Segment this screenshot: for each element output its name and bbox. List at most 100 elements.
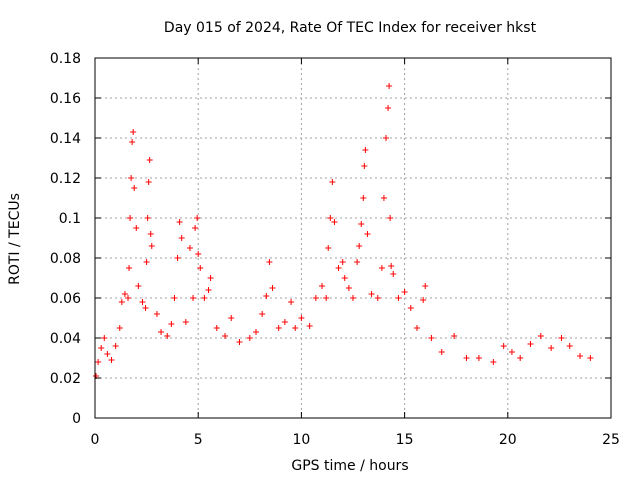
data-point: [145, 179, 152, 185]
grid-lines: [95, 58, 611, 418]
data-point: [380, 195, 387, 201]
data-point: [368, 291, 375, 297]
data-point: [213, 325, 220, 331]
data-point: [108, 357, 115, 363]
data-point: [118, 299, 125, 305]
data-point: [186, 245, 193, 251]
data-point: [422, 283, 429, 289]
data-point: [386, 83, 393, 89]
data-point: [252, 329, 259, 335]
data-point: [360, 195, 367, 201]
data-point: [130, 129, 137, 135]
data-point: [319, 283, 326, 289]
data-point: [374, 295, 381, 301]
data-point: [537, 333, 544, 339]
data-point: [263, 293, 270, 299]
data-point: [500, 343, 507, 349]
data-point: [164, 333, 171, 339]
data-point: [577, 353, 584, 359]
data-point: [259, 311, 266, 317]
data-point: [139, 299, 146, 305]
data-point: [101, 335, 108, 341]
data-point: [401, 289, 408, 295]
data-point: [153, 311, 160, 317]
data-point: [125, 295, 132, 301]
data-point: [127, 215, 134, 221]
data-point: [104, 351, 111, 357]
data-point: [126, 265, 133, 271]
data-point: [587, 355, 594, 361]
data-point: [205, 287, 212, 293]
data-point: [517, 355, 524, 361]
data-point: [451, 333, 458, 339]
data-point: [182, 319, 189, 325]
data-point: [275, 325, 282, 331]
x-tick-label: 5: [194, 432, 203, 448]
y-tick-label: 0.04: [50, 331, 81, 347]
data-point: [378, 265, 385, 271]
data-point: [475, 355, 482, 361]
data-point: [566, 343, 573, 349]
y-tick-label: 0.16: [50, 91, 81, 107]
x-axis-label: GPS time / hours: [291, 458, 408, 474]
data-point: [356, 243, 363, 249]
data-point: [438, 349, 445, 355]
data-point: [413, 325, 420, 331]
data-point: [288, 299, 295, 305]
data-point: [129, 139, 136, 145]
data-point: [428, 335, 435, 341]
y-tick-label: 0.06: [50, 291, 81, 307]
data-point: [306, 323, 313, 329]
data-point: [194, 215, 201, 221]
x-tick-label: 0: [91, 432, 100, 448]
data-point: [463, 355, 470, 361]
data-point: [383, 135, 390, 141]
data-point: [548, 345, 555, 351]
data-point: [558, 335, 565, 341]
data-point: [190, 295, 197, 301]
data-point: [146, 157, 153, 163]
data-point: [281, 319, 288, 325]
data-point: [131, 185, 138, 191]
data-point: [527, 341, 534, 347]
data-points: [93, 83, 594, 379]
data-point: [341, 275, 348, 281]
data-point: [331, 219, 338, 225]
data-point: [128, 175, 135, 181]
data-point: [222, 333, 229, 339]
data-point: [407, 305, 414, 311]
data-point: [358, 221, 365, 227]
data-point: [385, 105, 392, 111]
data-point: [327, 215, 334, 221]
data-point: [168, 321, 175, 327]
x-tick-label: 20: [499, 432, 517, 448]
data-point: [95, 359, 102, 365]
y-tick-label: 0.02: [50, 371, 81, 387]
data-point: [339, 259, 346, 265]
data-point: [395, 295, 402, 301]
data-point: [388, 263, 395, 269]
data-point: [420, 297, 427, 303]
data-point: [197, 265, 204, 271]
data-point: [143, 259, 150, 265]
data-point: [329, 179, 336, 185]
data-point: [350, 295, 356, 301]
data-point: [354, 259, 361, 265]
y-axis-label: ROTI / TECUs: [7, 193, 23, 285]
data-point: [246, 335, 253, 341]
x-tick-label: 10: [292, 432, 310, 448]
y-tick-label: 0.18: [50, 51, 81, 67]
data-point: [508, 349, 515, 355]
y-tick-label: 0.12: [50, 171, 81, 187]
data-point: [228, 315, 235, 321]
data-point: [174, 255, 181, 261]
chart-title: Day 015 of 2024, Rate Of TEC Index for r…: [164, 20, 537, 36]
data-point: [207, 275, 214, 281]
data-point: [266, 259, 273, 265]
data-point: [133, 225, 140, 231]
data-point: [142, 305, 149, 311]
data-point: [147, 231, 154, 237]
data-point: [135, 283, 142, 289]
data-point: [158, 329, 165, 335]
